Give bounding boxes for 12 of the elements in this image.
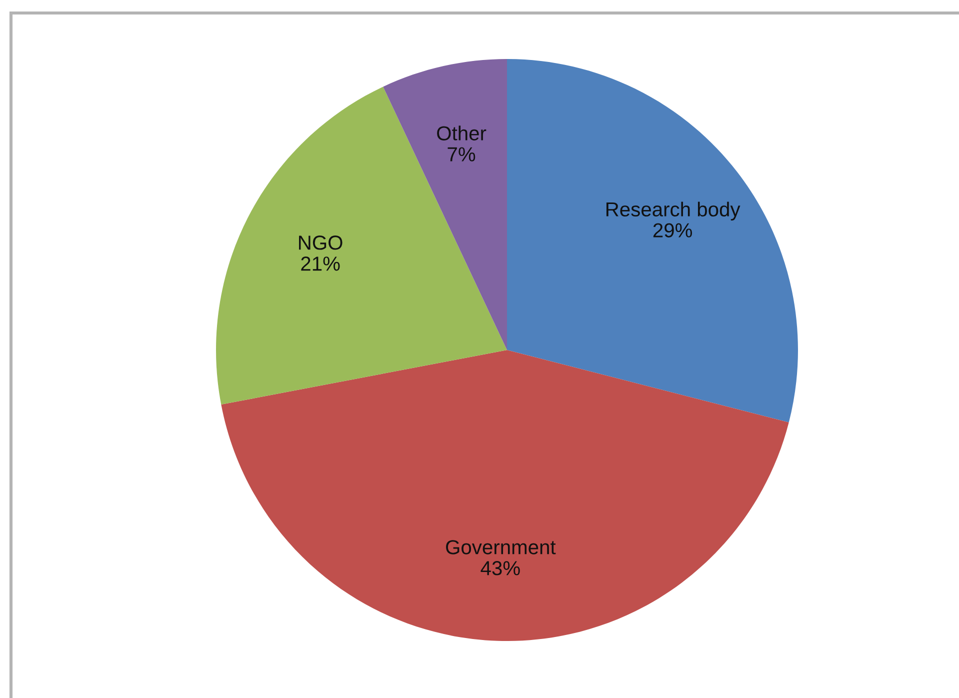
pie-slice xyxy=(221,350,789,641)
slice-label: NGO xyxy=(299,236,342,250)
data-label: 29% xyxy=(653,223,692,238)
slice-label: Research body xyxy=(606,202,740,220)
pie-slice xyxy=(507,59,798,422)
data-label: 7% xyxy=(448,147,476,162)
slice-label: Government xyxy=(446,540,556,554)
pie-slice xyxy=(383,59,507,350)
slice-label: Other xyxy=(437,126,486,140)
data-label: 43% xyxy=(480,561,520,576)
pie-slice xyxy=(216,86,507,405)
data-label: 21% xyxy=(301,256,340,271)
